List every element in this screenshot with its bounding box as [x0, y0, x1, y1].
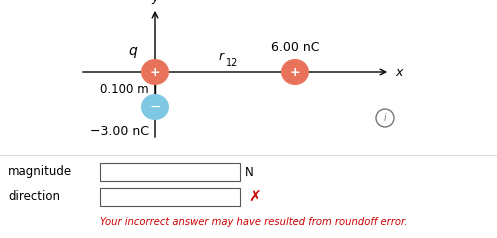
FancyBboxPatch shape	[100, 188, 240, 206]
Ellipse shape	[141, 94, 169, 120]
Text: ✗: ✗	[248, 189, 261, 204]
Text: i: i	[384, 113, 386, 123]
Text: magnitude: magnitude	[8, 165, 72, 178]
Text: r: r	[219, 50, 224, 63]
Text: q: q	[128, 44, 137, 58]
Text: 0.100 m: 0.100 m	[100, 83, 149, 96]
Text: N: N	[245, 165, 254, 178]
Text: Your incorrect answer may have resulted from roundoff error.: Your incorrect answer may have resulted …	[100, 217, 408, 227]
Text: 260: 260	[106, 190, 128, 203]
Text: +: +	[150, 65, 161, 79]
Text: +: +	[290, 65, 300, 79]
Text: 6.00 nC: 6.00 nC	[271, 41, 319, 54]
Text: y: y	[151, 0, 159, 4]
Text: −: −	[149, 100, 161, 114]
Ellipse shape	[141, 59, 169, 85]
Text: x: x	[395, 65, 403, 79]
Ellipse shape	[281, 59, 309, 85]
Text: −3.00 nC: −3.00 nC	[90, 125, 149, 138]
FancyBboxPatch shape	[100, 163, 240, 181]
Text: 12: 12	[226, 58, 238, 68]
Text: direction: direction	[8, 190, 60, 203]
